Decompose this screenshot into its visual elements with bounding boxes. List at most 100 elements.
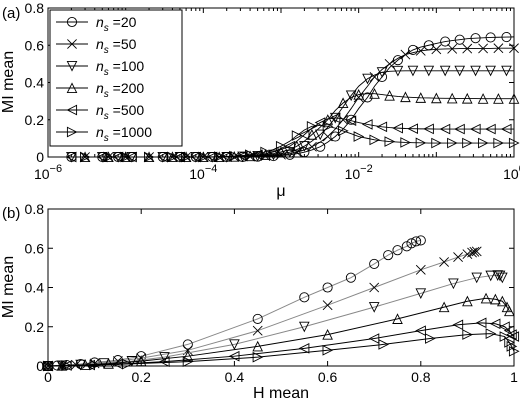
data-point bbox=[376, 121, 388, 133]
data-point bbox=[400, 137, 412, 148]
data-point bbox=[497, 272, 508, 284]
data-point bbox=[143, 151, 155, 163]
data-point bbox=[462, 43, 473, 54]
data-point bbox=[446, 92, 458, 104]
data-point bbox=[361, 119, 373, 130]
data-point bbox=[80, 151, 91, 163]
y-tick-label: 0.6 bbox=[25, 240, 45, 256]
data-point bbox=[462, 295, 473, 307]
data-point bbox=[122, 358, 133, 370]
x-tick-label: 0.8 bbox=[411, 369, 431, 385]
x-tick-label: 10−6 bbox=[34, 163, 62, 182]
data-point bbox=[493, 137, 505, 149]
data-point bbox=[440, 36, 451, 47]
data-point bbox=[229, 150, 240, 162]
y-tick-label: 0.4 bbox=[25, 280, 45, 296]
data-point bbox=[245, 149, 256, 161]
data-point bbox=[415, 264, 426, 275]
legend-label: ns =1000 bbox=[96, 124, 152, 144]
data-point bbox=[508, 345, 520, 357]
panel-a-x-axis-label: μ bbox=[276, 183, 285, 200]
data-point bbox=[252, 313, 263, 324]
data-point bbox=[252, 325, 263, 336]
x-tick-label: 0.6 bbox=[318, 369, 338, 385]
data-point bbox=[447, 137, 458, 149]
data-point bbox=[480, 292, 492, 304]
data-point bbox=[508, 93, 520, 104]
data-point bbox=[407, 123, 419, 135]
series-line-n_s=50 bbox=[47, 250, 477, 367]
y-tick-label: 0.2 bbox=[25, 319, 45, 335]
data-point bbox=[252, 340, 264, 352]
data-point bbox=[447, 43, 458, 54]
data-point bbox=[506, 341, 518, 352]
data-point bbox=[469, 246, 480, 257]
data-point bbox=[236, 150, 248, 162]
data-point bbox=[182, 339, 193, 350]
data-point bbox=[299, 147, 310, 158]
data-point bbox=[454, 65, 466, 77]
data-point bbox=[431, 92, 442, 104]
data-point bbox=[135, 355, 147, 367]
data-point bbox=[485, 32, 496, 43]
data-point bbox=[452, 319, 464, 331]
data-point bbox=[494, 270, 506, 282]
data-point bbox=[291, 130, 303, 141]
data-point bbox=[353, 89, 364, 100]
data-point bbox=[322, 328, 333, 340]
x-tick-label: 0.2 bbox=[131, 369, 151, 385]
data-point bbox=[362, 73, 373, 85]
data-point bbox=[407, 65, 419, 77]
data-point bbox=[392, 122, 403, 134]
data-point bbox=[126, 356, 138, 367]
data-point bbox=[322, 131, 333, 142]
x-tick-label: 0.4 bbox=[225, 369, 245, 385]
data-point bbox=[509, 43, 519, 54]
data-point bbox=[353, 131, 365, 142]
data-point bbox=[369, 134, 381, 146]
data-point bbox=[500, 123, 512, 135]
data-point bbox=[485, 65, 496, 77]
data-point bbox=[415, 288, 427, 299]
data-point bbox=[384, 136, 396, 147]
data-point bbox=[501, 32, 512, 43]
data-point bbox=[322, 300, 333, 311]
data-point bbox=[400, 91, 411, 103]
data-point bbox=[471, 246, 482, 257]
data-point bbox=[120, 151, 132, 163]
data-point bbox=[260, 146, 272, 158]
data-point bbox=[275, 146, 287, 158]
legend-marker bbox=[66, 82, 78, 94]
data-point bbox=[298, 343, 310, 354]
data-point bbox=[415, 45, 426, 56]
panel-b-ticks: 0 0.2 0.4 0.6 0.8 1 0 0.2 0.4 0.6 0.8 bbox=[25, 201, 519, 385]
panel-a-label: (a) bbox=[2, 5, 20, 22]
series-line-n_s=20 bbox=[47, 239, 421, 367]
data-point bbox=[425, 333, 436, 344]
data-point bbox=[345, 272, 356, 283]
data-point bbox=[470, 33, 481, 44]
y-tick-label: 0.4 bbox=[25, 75, 45, 91]
data-point bbox=[299, 292, 310, 303]
data-point bbox=[508, 137, 520, 149]
data-point bbox=[392, 313, 403, 324]
y-tick-label: 0.2 bbox=[25, 112, 45, 128]
panel-b-x-axis-label: H mean bbox=[253, 385, 309, 402]
y-tick-label: 0.8 bbox=[25, 0, 45, 16]
panel-b-label: (b) bbox=[2, 205, 20, 222]
data-point bbox=[103, 151, 115, 163]
series-line-n_s=1000 bbox=[71, 124, 514, 158]
data-point bbox=[469, 123, 481, 135]
panel-b: (b) 0 0.2 0.4 0.6 0.8 1 0 0.2 0.4 0.6 0.8 H mean M… bbox=[0, 201, 520, 402]
data-point bbox=[252, 351, 264, 363]
x-tick-label: 100 bbox=[503, 163, 520, 182]
data-point bbox=[490, 293, 501, 305]
data-point bbox=[508, 331, 520, 342]
panel-a-y-axis-label: MI mean bbox=[0, 51, 17, 113]
data-point bbox=[182, 350, 194, 362]
data-point bbox=[400, 49, 411, 60]
data-point bbox=[461, 92, 473, 104]
data-point bbox=[499, 321, 510, 333]
